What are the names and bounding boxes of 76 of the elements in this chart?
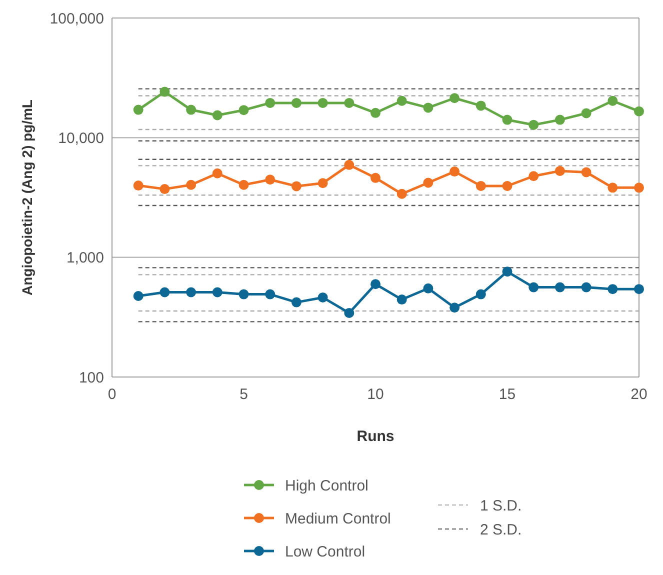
- point: [160, 184, 170, 194]
- point: [212, 168, 222, 178]
- point: [608, 284, 618, 294]
- point: [450, 302, 460, 313]
- point: [502, 180, 512, 191]
- point: [634, 106, 644, 116]
- point: [502, 266, 512, 277]
- point: [581, 108, 592, 118]
- point: [502, 114, 512, 125]
- y-tick-label: 100: [78, 369, 104, 386]
- point: [554, 166, 565, 176]
- point: [396, 294, 407, 305]
- point: [344, 308, 354, 318]
- x-tick-label: 20: [630, 386, 648, 403]
- point: [423, 283, 434, 294]
- point: [423, 178, 434, 188]
- point: [186, 287, 196, 298]
- point: [396, 188, 407, 199]
- point: [608, 182, 618, 193]
- point: [344, 160, 354, 170]
- point: [291, 98, 302, 108]
- point: [212, 110, 222, 120]
- x-tick-label: 15: [498, 386, 516, 403]
- point: [370, 279, 380, 290]
- point: [160, 86, 170, 97]
- point: [291, 181, 302, 192]
- point: [554, 282, 565, 292]
- legend-label: Medium Control: [285, 510, 391, 528]
- point: [265, 174, 276, 185]
- point: [212, 287, 222, 298]
- point: [238, 105, 249, 116]
- point: [528, 171, 539, 182]
- point: [186, 104, 196, 115]
- point: [318, 178, 328, 188]
- point: [450, 166, 460, 177]
- point: [238, 180, 249, 190]
- point: [344, 98, 354, 108]
- point: [186, 180, 196, 190]
- point: [476, 289, 486, 300]
- point: [581, 282, 592, 292]
- y-tick-label: 10,000: [58, 130, 104, 147]
- point: [423, 102, 434, 113]
- point: [528, 282, 539, 292]
- point: [608, 96, 618, 106]
- point: [476, 180, 486, 191]
- point: [581, 167, 592, 178]
- point: [476, 100, 486, 111]
- x-tick-label: 0: [108, 386, 116, 403]
- y-axis-title: Angiopoietin-2 (Ang 2) pg/mL: [19, 99, 35, 296]
- point: [265, 98, 276, 108]
- point: [634, 182, 644, 193]
- point: [370, 108, 380, 118]
- point: [554, 114, 565, 125]
- point: [318, 98, 328, 108]
- point: [265, 289, 276, 300]
- y-tick-label: 100,000: [50, 10, 104, 28]
- x-axis-title: Runs: [356, 428, 394, 445]
- x-tick-label: 5: [240, 386, 248, 403]
- legend-label: 1 S.D.: [480, 497, 522, 514]
- legend-label: High Control: [285, 477, 368, 494]
- point: [133, 180, 144, 191]
- y-tick-label: 1,000: [66, 250, 104, 267]
- point: [450, 93, 460, 104]
- point: [238, 289, 249, 300]
- point: [370, 172, 380, 183]
- point: [396, 96, 407, 106]
- point: [160, 287, 170, 298]
- point: [133, 104, 144, 115]
- legend-label: Low Control: [285, 543, 366, 560]
- legend-label: 2 S.D.: [480, 521, 522, 538]
- point: [133, 291, 144, 302]
- point: [528, 120, 539, 130]
- point: [291, 297, 302, 308]
- point: [634, 284, 644, 294]
- point: [318, 292, 328, 302]
- x-tick-label: 10: [367, 386, 384, 403]
